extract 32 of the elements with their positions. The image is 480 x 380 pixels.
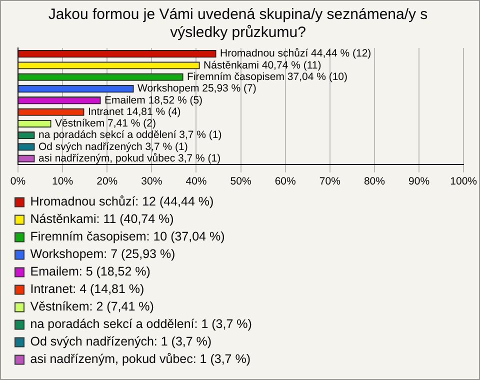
- chart-title: Jakou formou je Vámi uvedená skupina/y seznámena/y s výsledky průzkumu?: [48, 6, 428, 42]
- legend-label: Intranet: 4 (14,81 %): [30, 282, 144, 296]
- legend-label: Nástěnkami: 11 (40,74 %): [30, 212, 174, 226]
- x-tick-label: 40%: [186, 176, 207, 188]
- x-tick-label: 20%: [96, 176, 118, 188]
- legend-label: Věstníkem: 2 (7,41 %): [30, 300, 154, 314]
- x-tick-label: 10%: [52, 176, 74, 188]
- data-label: Emailem 18,52 % (5): [104, 94, 203, 106]
- data-label: Věstníkem 7,41 % (2): [55, 118, 156, 130]
- x-tick-label: 100%: [450, 176, 477, 188]
- x-tick-label: 80%: [364, 176, 385, 188]
- x-tick-label: 50%: [230, 176, 252, 188]
- legend-label: Od svých nadřízených: 1 (3,7 %): [30, 334, 212, 349]
- x-tick-label: 60%: [274, 176, 296, 188]
- x-tick-label: 70%: [319, 176, 340, 188]
- legend-label: Firemním časopisem: 10 (37,04 %): [30, 230, 225, 244]
- data-label: asi nadřízeným, pokud vůbec 3,7 % (1): [38, 152, 221, 164]
- legend-label: Workshopem: 7 (25,93 %): [30, 247, 176, 262]
- legend-label: na poradách sekcí a oddělení: 1 (3,7 %): [30, 317, 252, 332]
- legend-label: Emailem: 5 (18,52 %): [30, 264, 150, 279]
- x-tick-label: 90%: [408, 176, 430, 188]
- data-label: Intranet 14,81 % (4): [88, 106, 181, 118]
- data-label: Workshopem 25,93 % (7): [138, 82, 256, 95]
- legend-label: Hromadnou schůzí: 12 (44,44 %): [30, 194, 214, 209]
- data-label: Hromadnou schůzí 44,44 % (12): [220, 48, 372, 60]
- x-tick-label: 0%: [10, 176, 26, 188]
- data-label: Od svých nadřízených 3,7 % (1): [38, 140, 188, 153]
- data-label: Firemním časopisem 37,04 % (10): [187, 70, 348, 83]
- legend-label: asi nadřízeným, pokud vůbec: 1 (3,7 %): [30, 352, 251, 366]
- x-tick-label: 30%: [141, 176, 162, 188]
- data-label: Nástěnkami 40,74 % (11): [204, 59, 322, 72]
- data-label: na poradách sekcí a oddělení 3,7 % (1): [38, 129, 222, 142]
